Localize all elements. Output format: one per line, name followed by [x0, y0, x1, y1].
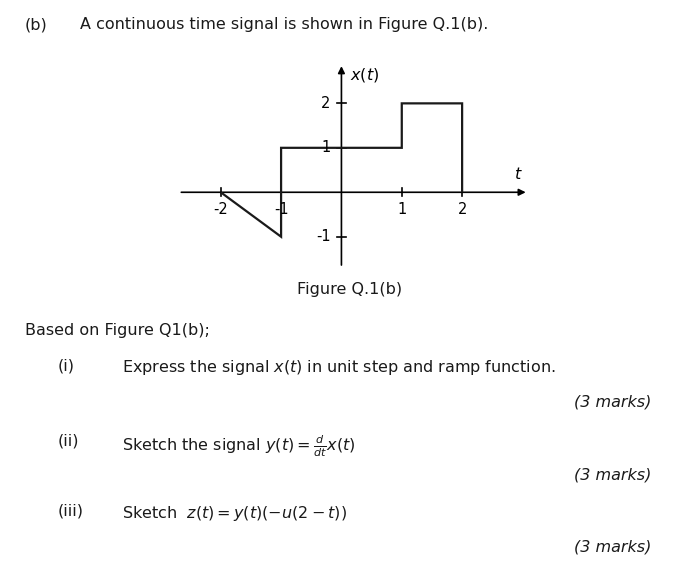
- Text: 1: 1: [397, 202, 407, 217]
- Text: (b): (b): [25, 17, 48, 32]
- Text: (3 marks): (3 marks): [574, 540, 652, 555]
- Text: 2: 2: [457, 202, 467, 217]
- Text: (i): (i): [57, 358, 74, 373]
- Text: (3 marks): (3 marks): [574, 395, 652, 410]
- Text: (ii): (ii): [57, 433, 79, 448]
- Text: (3 marks): (3 marks): [574, 468, 652, 483]
- Text: Express the signal $x(t)$ in unit step and ramp function.: Express the signal $x(t)$ in unit step a…: [122, 358, 556, 377]
- Text: -1: -1: [316, 229, 330, 244]
- Text: Based on Figure Q1(b);: Based on Figure Q1(b);: [25, 323, 209, 338]
- Text: -1: -1: [274, 202, 288, 217]
- Text: Sketch  $z(t) = y(t)(-u(2 - t))$: Sketch $z(t) = y(t)(-u(2 - t))$: [122, 504, 347, 523]
- Text: -2: -2: [214, 202, 228, 217]
- Text: $x(t)$: $x(t)$: [350, 66, 379, 84]
- Text: Figure Q.1(b): Figure Q.1(b): [298, 282, 402, 297]
- Text: 1: 1: [321, 141, 330, 156]
- Text: Sketch the signal $y(t) = \frac{d}{dt}x(t)$: Sketch the signal $y(t) = \frac{d}{dt}x(…: [122, 433, 356, 459]
- Text: $t$: $t$: [514, 166, 522, 183]
- Text: A continuous time signal is shown in Figure Q.1(b).: A continuous time signal is shown in Fig…: [80, 17, 489, 32]
- Text: 2: 2: [321, 96, 330, 111]
- Text: (iii): (iii): [57, 504, 83, 519]
